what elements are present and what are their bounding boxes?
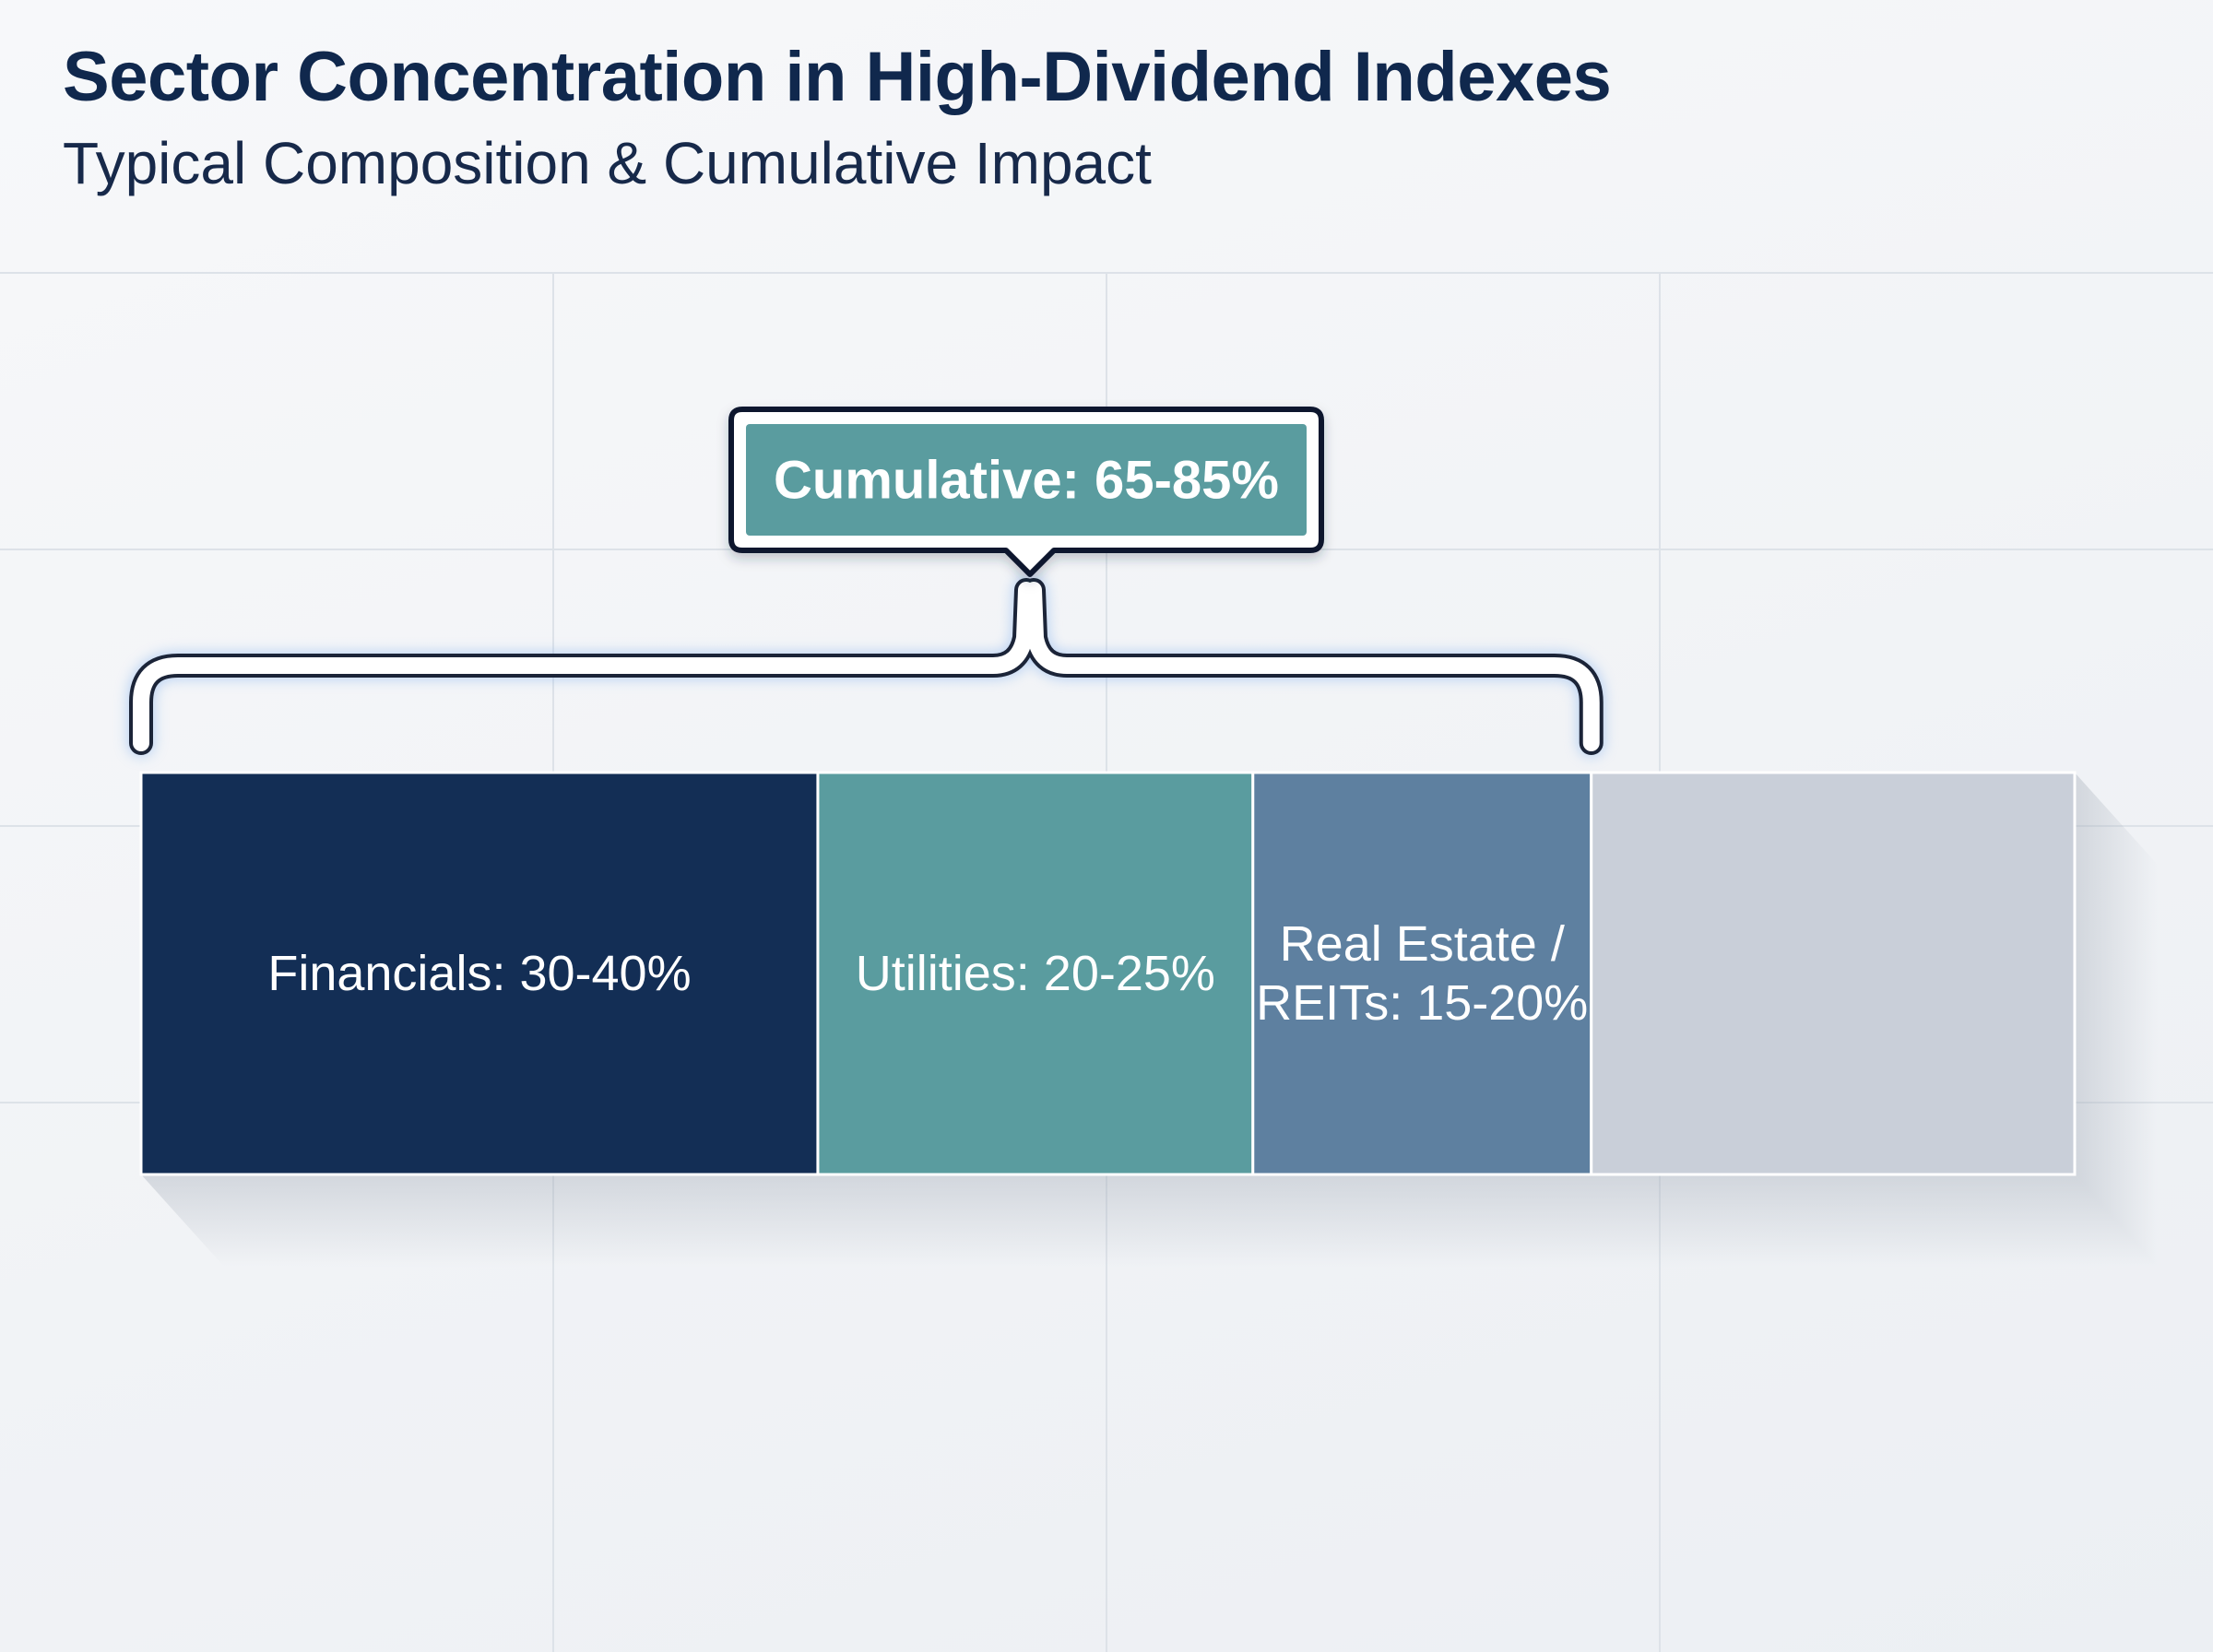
- callout-label: Cumulative: 65-85%: [774, 451, 1279, 511]
- bar-shadow-bottom: [141, 1174, 2158, 1267]
- segment-label-2: Utilities: 20-25%: [856, 946, 1215, 1001]
- chart-title: Sector Concentration in High-Dividend In…: [63, 38, 1612, 116]
- bar-shadow-side: [2075, 773, 2158, 1267]
- segment-label-3: Real Estate / REITs: 15-20%: [1256, 916, 1588, 1031]
- chart-subtitle: Typical Composition & Cumulative Impact: [63, 130, 1152, 196]
- bar-segment-2: [816, 771, 1255, 1176]
- bar-segment-1: [139, 771, 820, 1176]
- bracket-annotation: [133, 582, 1600, 751]
- segment-label-1: Financials: 30-40%: [267, 946, 691, 1001]
- bar-segment-3: [1251, 771, 1593, 1176]
- callout-fill: [746, 424, 1307, 536]
- bar-segment-4: [1590, 771, 2077, 1176]
